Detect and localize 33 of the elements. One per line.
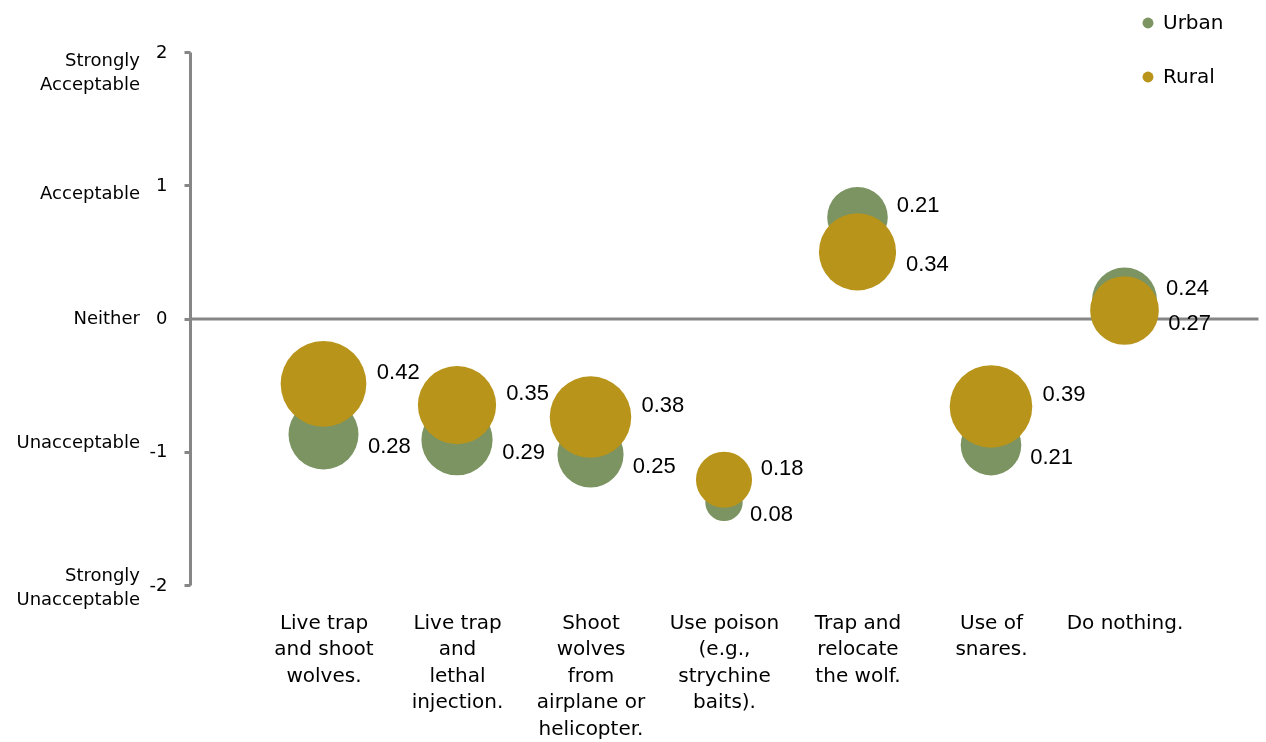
y-tick-label: -2 bbox=[149, 573, 168, 595]
text: Strongly Acceptable bbox=[40, 49, 141, 94]
text: Neither bbox=[73, 306, 141, 328]
data-label: 0.27 bbox=[1168, 309, 1212, 335]
x-tick-label: Use of snares. bbox=[955, 609, 1028, 660]
legend-label: Urban bbox=[1163, 10, 1224, 34]
x-tick-label: Live trap and lethal injection. bbox=[411, 609, 504, 713]
data-label: 0.21 bbox=[896, 192, 940, 218]
data-label: 0.29 bbox=[502, 438, 545, 464]
y-tick-label: 1 bbox=[156, 173, 168, 195]
x-tick-label: Use poison (e.g., strychine baits). bbox=[669, 609, 780, 713]
data-label: 0.18 bbox=[760, 454, 804, 480]
text: Unacceptable bbox=[16, 430, 140, 452]
data-label: 0.08 bbox=[750, 501, 793, 527]
data-label: 0.38 bbox=[641, 392, 685, 418]
data-label: 0.34 bbox=[906, 250, 949, 276]
data-label: 0.24 bbox=[1166, 274, 1209, 300]
legend-label: Rural bbox=[1163, 64, 1215, 88]
y-tick-label: -1 bbox=[149, 440, 168, 462]
data-label: 0.35 bbox=[506, 380, 549, 406]
data-label: 0.28 bbox=[367, 433, 411, 459]
data-label: 0.42 bbox=[376, 358, 420, 384]
x-tick-label: Trap and relocate the wolf. bbox=[813, 609, 902, 687]
x-tick-label: Live trap and shoot wolves. bbox=[274, 609, 374, 687]
data-label: 0.25 bbox=[632, 453, 676, 479]
x-tick-label: Do nothing. bbox=[1066, 609, 1184, 634]
y-tick-label: 2 bbox=[156, 40, 168, 62]
text: Strongly Unacceptable bbox=[16, 564, 141, 609]
x-tick-label: Shoot wolves from airplane or helicopter. bbox=[536, 609, 646, 740]
data-label: 0.39 bbox=[1042, 381, 1086, 407]
y-tick-label: 0 bbox=[156, 307, 168, 328]
text: Acceptable bbox=[40, 182, 140, 204]
data-label: 0.21 bbox=[1030, 444, 1074, 470]
